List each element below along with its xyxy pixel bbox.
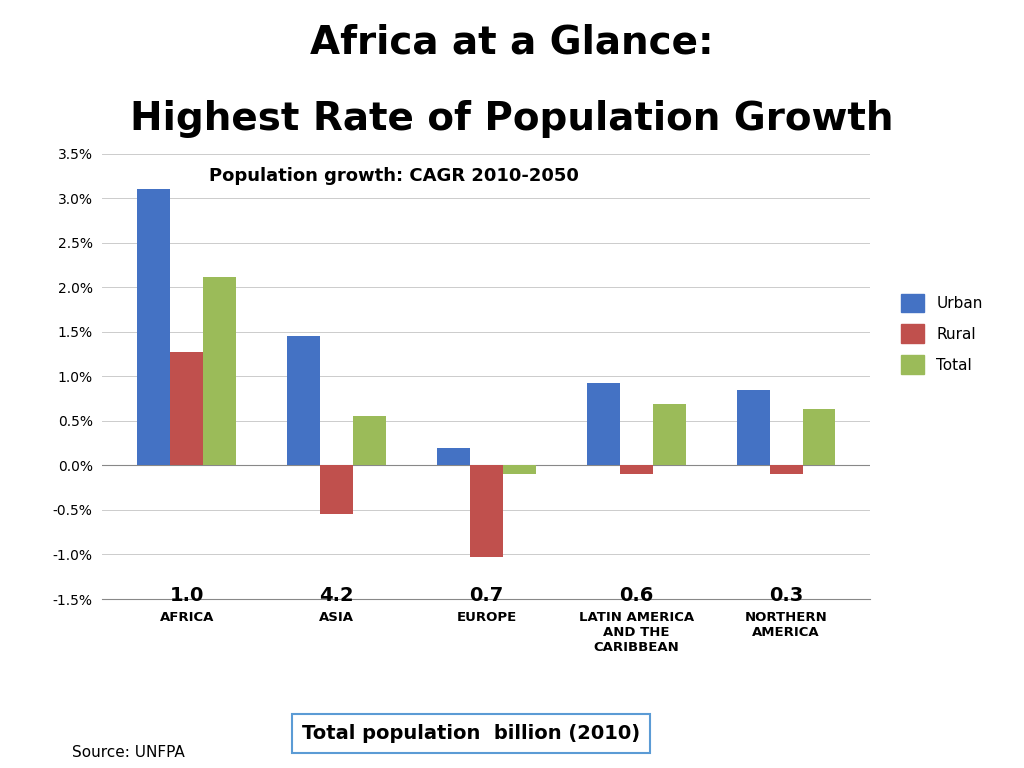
Bar — [736, 389, 770, 465]
Text: 1.0: 1.0 — [170, 586, 204, 604]
Bar — [803, 409, 836, 465]
Bar — [620, 465, 652, 475]
Bar — [437, 448, 470, 465]
Text: Africa at a Glance:: Africa at a Glance: — [310, 23, 714, 61]
Bar — [353, 416, 386, 465]
Bar — [203, 276, 237, 465]
Bar — [503, 465, 536, 475]
Bar — [170, 353, 203, 465]
Text: 0.7: 0.7 — [469, 586, 504, 604]
Bar — [652, 404, 686, 465]
Legend: Urban, Rural, Total: Urban, Rural, Total — [893, 286, 990, 382]
Bar — [587, 383, 620, 465]
Bar — [137, 189, 170, 465]
Bar — [770, 465, 803, 475]
Text: Highest Rate of Population Growth: Highest Rate of Population Growth — [130, 100, 894, 137]
Text: Total population  billion (2010): Total population billion (2010) — [302, 724, 640, 743]
Bar — [287, 336, 321, 465]
Bar — [321, 465, 353, 515]
Text: 0.3: 0.3 — [769, 586, 803, 604]
Text: Source: UNFPA: Source: UNFPA — [72, 745, 184, 760]
Text: 4.2: 4.2 — [319, 586, 354, 604]
Text: Population growth: CAGR 2010-2050: Population growth: CAGR 2010-2050 — [209, 167, 580, 185]
Text: 0.6: 0.6 — [620, 586, 653, 604]
Bar — [470, 465, 503, 557]
